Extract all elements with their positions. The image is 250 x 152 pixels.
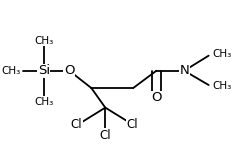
Text: CH₃: CH₃ xyxy=(34,97,53,107)
Text: O: O xyxy=(64,64,74,77)
Text: CH₃: CH₃ xyxy=(212,49,232,59)
Text: Cl: Cl xyxy=(126,118,138,131)
Text: Si: Si xyxy=(38,64,50,77)
Text: Cl: Cl xyxy=(70,118,82,131)
Text: CH₃: CH₃ xyxy=(34,36,53,46)
Text: CH₃: CH₃ xyxy=(212,81,232,91)
Text: O: O xyxy=(151,91,162,104)
Text: Cl: Cl xyxy=(100,129,111,142)
Text: CH₃: CH₃ xyxy=(1,66,20,76)
Text: N: N xyxy=(180,64,189,77)
